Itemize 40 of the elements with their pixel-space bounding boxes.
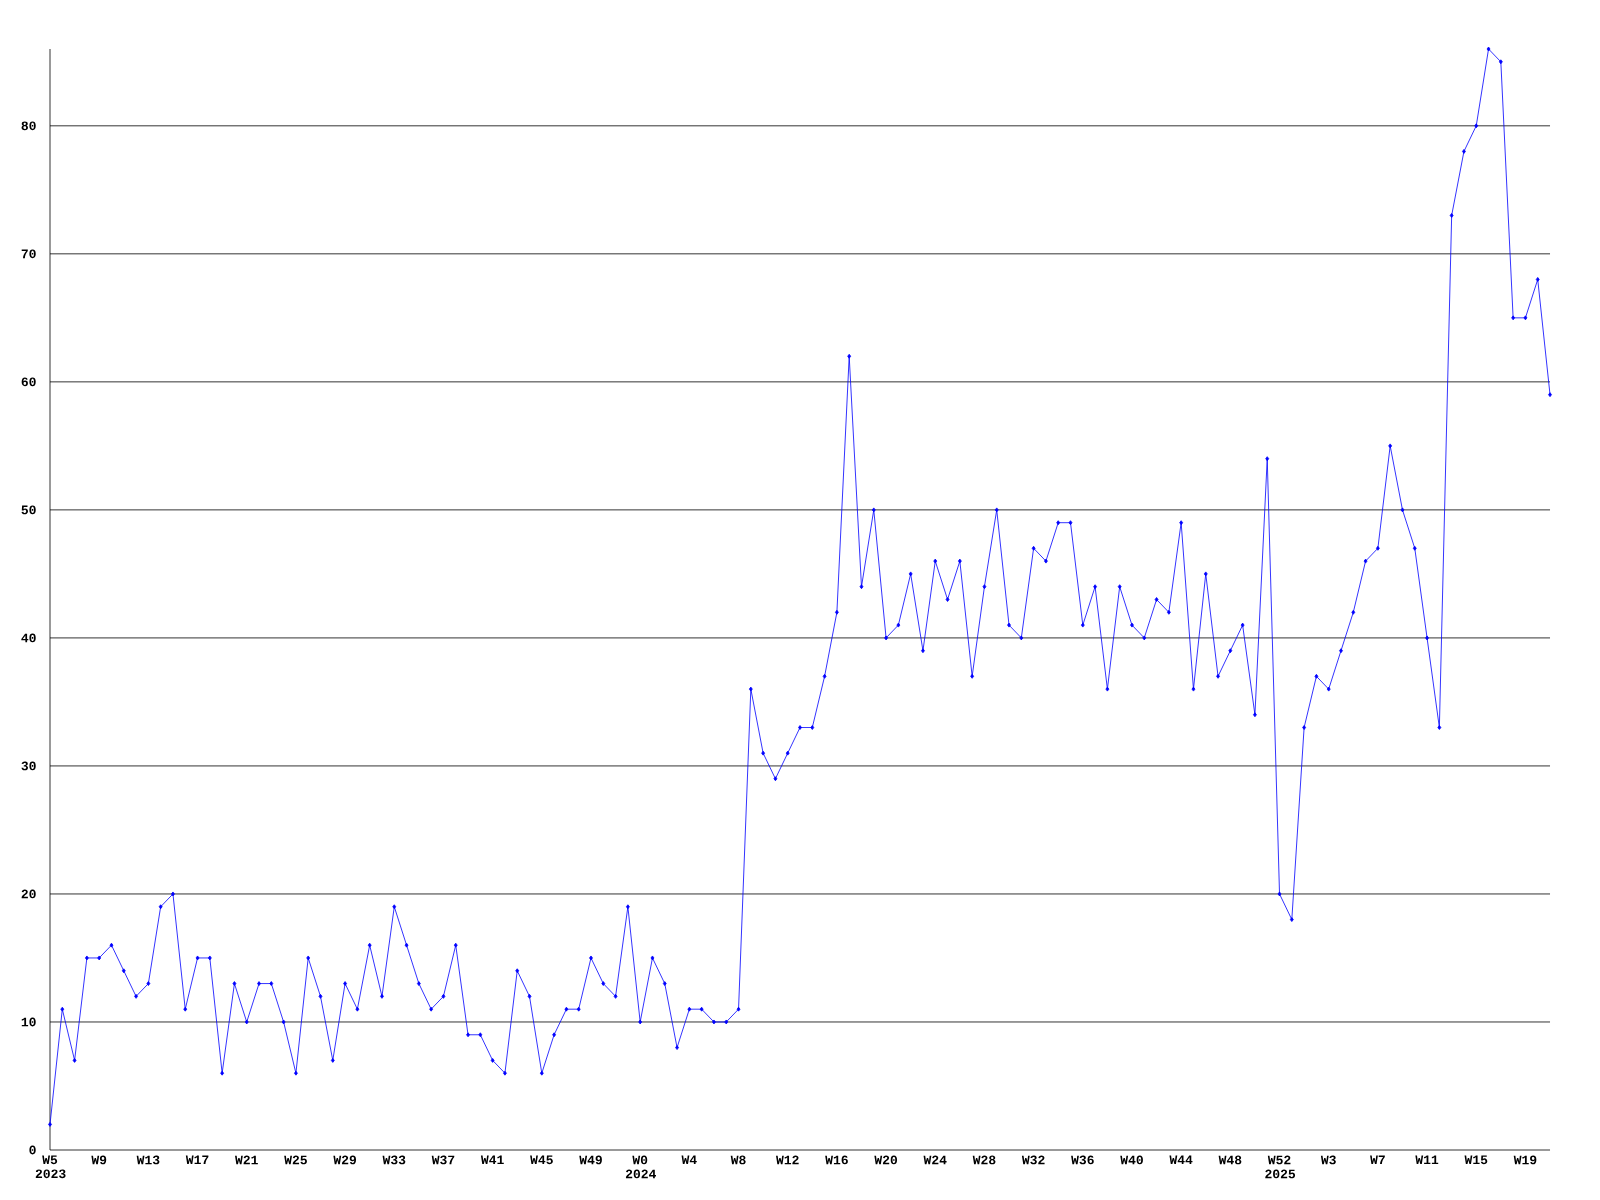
x-tick-label: W48 [1218, 1155, 1242, 1165]
x-tick-label: W45 [530, 1155, 553, 1165]
x-tick-label: W12 [776, 1155, 799, 1165]
x-tick-label: W36 [1071, 1155, 1094, 1165]
x-tick-label: W37 [431, 1155, 455, 1165]
x-tick-label: W29 [333, 1155, 357, 1165]
y-tick-label: 20 [21, 889, 36, 899]
x-tick-label: W21 [235, 1155, 258, 1165]
x-tick-label: W25 [284, 1155, 307, 1165]
x-tick-label: W0 2024 [625, 1155, 656, 1179]
y-tick-label: 70 [21, 249, 36, 259]
x-tick-label: W49 [579, 1155, 602, 1165]
x-tick-label: W11 [1415, 1155, 1439, 1165]
y-tick-label: 30 [21, 761, 36, 771]
x-tick-label: W24 [923, 1155, 947, 1165]
y-tick-label: 60 [21, 377, 36, 387]
x-tick-label: W33 [382, 1155, 406, 1165]
x-tick-label: W32 [1021, 1155, 1045, 1165]
x-tick-label: W8 [730, 1155, 746, 1165]
x-tick-label: W17 [185, 1155, 209, 1165]
x-tick-label: W9 [91, 1155, 107, 1165]
x-tick-label: W5 2023 [35, 1155, 66, 1179]
y-tick-label: 80 [21, 121, 36, 131]
x-tick-label: W19 [1513, 1155, 1537, 1165]
x-tick-label: W44 [1169, 1155, 1193, 1165]
y-tick-label: 0 [29, 1145, 36, 1155]
x-tick-label: W40 [1120, 1155, 1143, 1165]
y-tick-label: 10 [21, 1017, 36, 1027]
x-tick-label: W15 [1464, 1155, 1488, 1165]
x-tick-label: W3 [1320, 1155, 1336, 1165]
y-tick-label: 40 [21, 633, 36, 643]
x-tick-label: W4 [681, 1155, 697, 1165]
x-tick-label: W16 [825, 1155, 848, 1165]
x-tick-label: W20 [874, 1155, 898, 1165]
x-tick-label: W41 [480, 1155, 504, 1165]
y-tick-label: 50 [21, 505, 36, 515]
x-tick-label: W7 [1370, 1155, 1385, 1165]
x-tick-label: W13 [136, 1155, 160, 1165]
x-tick-label: W52 2025 [1265, 1155, 1296, 1179]
x-tick-label: W28 [972, 1155, 996, 1165]
